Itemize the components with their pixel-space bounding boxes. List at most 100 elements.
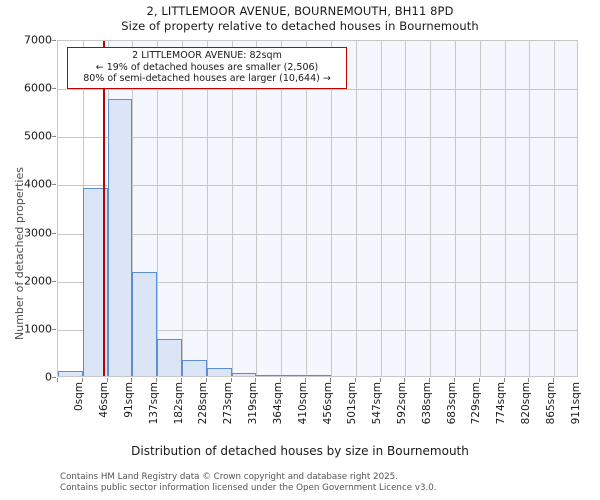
bar: [107, 99, 133, 376]
x-axis-tick-label: 501sqm: [346, 382, 359, 425]
gridline-vertical: [231, 41, 233, 376]
gridline-horizontal: [58, 329, 577, 331]
y-axis-tick-mark: [52, 328, 56, 330]
x-axis-tick-label: 91sqm: [123, 382, 136, 418]
x-axis-ticks: 0sqm 46sqm 91sqm 137sqm 182sqm 228sqm 273sqm 31…: [57, 378, 582, 442]
gridline-vertical: [529, 41, 531, 376]
x-axis-tick-label: 273sqm: [222, 382, 235, 425]
x-axis-tick-label: 592sqm: [395, 382, 408, 425]
y-axis-tick-label: 5000: [24, 129, 52, 143]
y-axis-tick-label: 0: [45, 370, 52, 384]
gridline-vertical: [306, 41, 308, 376]
x-axis-tick-mark: [528, 378, 530, 382]
gridline-horizontal: [58, 137, 577, 139]
bar: [182, 360, 207, 376]
gridline-horizontal: [58, 233, 577, 235]
x-axis-tick-label: 683sqm: [445, 382, 458, 425]
gridline-vertical: [256, 41, 258, 376]
footer-line-2: Contains public sector information licen…: [60, 482, 437, 493]
x-axis-tick-label: 774sqm: [495, 382, 508, 425]
annotation-box: 2 LITTLEMOOR AVENUE: 82sqm ← 19% of deta…: [67, 47, 347, 89]
gridline-vertical: [157, 41, 159, 376]
annotation-line-3: 80% of semi-detached houses are larger (…: [83, 73, 331, 84]
y-axis-tick-mark: [52, 280, 56, 282]
bar: [132, 271, 158, 376]
x-axis-tick-label: 46sqm: [98, 382, 111, 418]
x-axis-tick-mark: [305, 378, 307, 382]
footer-line-1: Contains HM Land Registry data © Crown c…: [60, 472, 398, 482]
gridline-vertical: [182, 41, 184, 376]
y-axis-tick-label: 4000: [24, 177, 52, 191]
y-axis-tick-label: 1000: [24, 322, 52, 336]
bar: [58, 371, 83, 376]
y-axis-tick-mark: [52, 184, 56, 186]
x-axis-tick-mark: [503, 378, 505, 382]
x-axis-tick-mark: [131, 378, 133, 382]
gridline-vertical: [405, 41, 407, 376]
footer: Contains HM Land Registry data © Crown c…: [60, 472, 580, 493]
x-axis-tick-mark: [280, 378, 282, 382]
plot-area: [57, 40, 578, 377]
x-axis-tick-mark: [106, 378, 108, 382]
x-axis-tick-mark: [404, 378, 406, 382]
x-axis-label: Distribution of detached houses by size …: [131, 444, 469, 458]
bar: [256, 374, 282, 376]
gridline-vertical: [479, 41, 481, 376]
gridline-vertical: [132, 41, 134, 376]
y-axis-tick-label: 2000: [24, 274, 52, 288]
bar: [157, 339, 183, 376]
plot-tint-region: [107, 41, 577, 376]
y-axis-tick-label: 6000: [24, 81, 52, 95]
gridline-vertical: [554, 41, 556, 376]
x-axis-tick-mark: [156, 378, 158, 382]
x-axis-tick-mark: [329, 378, 331, 382]
gridline-vertical: [206, 41, 208, 376]
x-axis-tick-label: 182sqm: [172, 382, 185, 425]
x-axis-tick-mark: [478, 378, 480, 382]
x-axis-tick-mark: [205, 378, 207, 382]
gridline-vertical: [454, 41, 456, 376]
bar: [281, 374, 307, 376]
y-axis-tick-mark: [52, 377, 56, 378]
bar: [231, 372, 257, 376]
x-axis-tick-mark: [553, 378, 555, 382]
bar: [206, 368, 232, 376]
chart-title: 2, LITTLEMOOR AVENUE, BOURNEMOUTH, BH11 …: [146, 4, 454, 18]
property-marker-line: [102, 41, 105, 376]
x-axis-tick-mark: [429, 378, 431, 382]
x-axis-tick-label: 865sqm: [544, 382, 557, 425]
y-axis-ticks: 0 1000 2000 3000 4000 5000 6000 7000: [0, 34, 56, 384]
x-axis-tick-mark: [230, 378, 232, 382]
y-axis-tick-mark: [52, 232, 56, 234]
x-axis-tick-label: 137sqm: [147, 382, 160, 425]
x-axis-tick-label: 0sqm: [73, 382, 86, 412]
x-axis-tick-mark: [453, 378, 455, 382]
chart-subtitle: Size of property relative to detached ho…: [121, 19, 479, 33]
y-axis-tick-label: 3000: [24, 226, 52, 240]
x-axis-tick-label: 638sqm: [420, 382, 433, 425]
y-axis-tick-mark: [52, 88, 56, 90]
x-axis-tick-mark: [181, 378, 183, 382]
gridline-horizontal: [58, 89, 577, 91]
x-axis-tick-mark: [255, 378, 257, 382]
x-axis-tick-label: 228sqm: [197, 382, 210, 425]
y-axis-tick-label: 7000: [24, 33, 52, 47]
gridline-vertical: [380, 41, 382, 376]
gridline-vertical: [330, 41, 332, 376]
x-axis-tick-label: 729sqm: [470, 382, 483, 425]
bar: [306, 374, 331, 376]
y-axis-tick-mark: [52, 40, 56, 41]
x-axis-tick-label: 319sqm: [247, 382, 260, 425]
x-axis-tick-mark: [379, 378, 381, 382]
y-axis-tick-mark: [52, 136, 56, 138]
x-axis-tick-label: 364sqm: [271, 382, 284, 425]
title-block: 2, LITTLEMOOR AVENUE, BOURNEMOUTH, BH11 …: [0, 4, 600, 34]
bar-series: [58, 41, 577, 376]
gridline-vertical: [355, 41, 357, 376]
x-axis-tick-mark: [81, 378, 83, 382]
x-axis-tick-mark: [57, 378, 58, 382]
gridline-horizontal: [58, 281, 577, 283]
gridline-horizontal: [58, 185, 577, 187]
gridline-vertical: [281, 41, 283, 376]
x-axis-tick-mark: [354, 378, 356, 382]
